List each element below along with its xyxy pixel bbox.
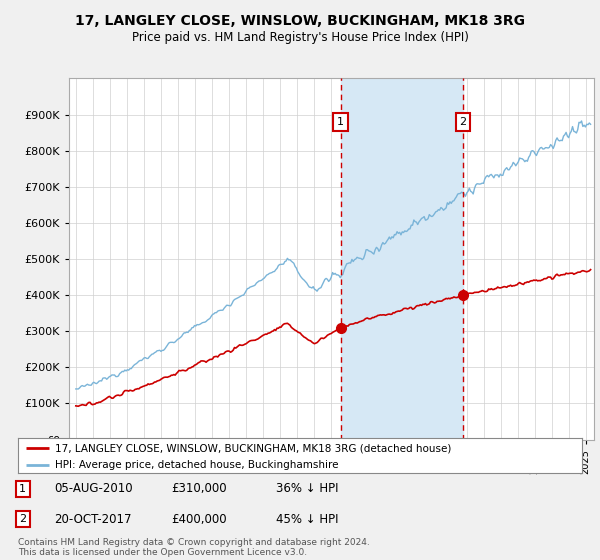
Text: 05-AUG-2010: 05-AUG-2010: [54, 482, 133, 496]
Text: 17, LANGLEY CLOSE, WINSLOW, BUCKINGHAM, MK18 3RG: 17, LANGLEY CLOSE, WINSLOW, BUCKINGHAM, …: [75, 14, 525, 28]
Text: 1: 1: [337, 116, 344, 127]
Text: 2: 2: [460, 116, 467, 127]
Text: HPI: Average price, detached house, Buckinghamshire: HPI: Average price, detached house, Buck…: [55, 460, 338, 469]
Text: 20-OCT-2017: 20-OCT-2017: [54, 512, 131, 526]
Text: 2: 2: [19, 514, 26, 524]
Text: £310,000: £310,000: [171, 482, 227, 496]
Text: 1: 1: [19, 484, 26, 494]
Text: Contains HM Land Registry data © Crown copyright and database right 2024.
This d: Contains HM Land Registry data © Crown c…: [18, 538, 370, 557]
Text: 45% ↓ HPI: 45% ↓ HPI: [276, 512, 338, 526]
Text: £400,000: £400,000: [171, 512, 227, 526]
Text: 36% ↓ HPI: 36% ↓ HPI: [276, 482, 338, 496]
Text: 17, LANGLEY CLOSE, WINSLOW, BUCKINGHAM, MK18 3RG (detached house): 17, LANGLEY CLOSE, WINSLOW, BUCKINGHAM, …: [55, 443, 451, 453]
Text: Price paid vs. HM Land Registry's House Price Index (HPI): Price paid vs. HM Land Registry's House …: [131, 31, 469, 44]
